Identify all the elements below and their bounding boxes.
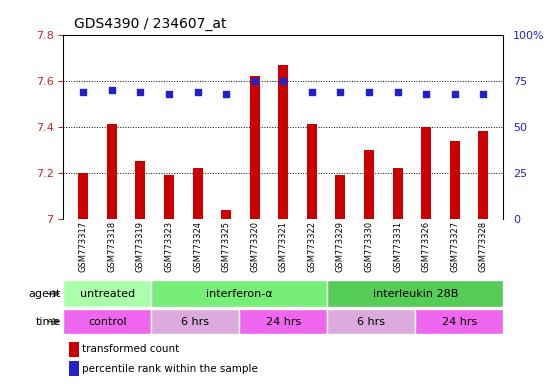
Point <box>107 87 116 93</box>
Point <box>193 89 202 95</box>
Text: agent: agent <box>28 289 60 299</box>
Text: GSM773327: GSM773327 <box>450 221 459 272</box>
Text: 24 hrs: 24 hrs <box>442 316 477 327</box>
Bar <box>151 280 327 307</box>
Text: GSM773321: GSM773321 <box>279 221 288 271</box>
Bar <box>239 309 327 334</box>
Text: GSM773325: GSM773325 <box>222 221 230 271</box>
Point <box>422 91 431 97</box>
Point <box>307 89 316 95</box>
Text: 6 hrs: 6 hrs <box>182 316 209 327</box>
Bar <box>478 131 488 219</box>
Text: GSM773319: GSM773319 <box>136 221 145 271</box>
Bar <box>415 309 503 334</box>
Point <box>79 89 87 95</box>
Point <box>279 78 288 84</box>
Bar <box>63 280 151 307</box>
Text: GSM773326: GSM773326 <box>422 221 431 272</box>
Point <box>479 91 488 97</box>
Text: interleukin 28B: interleukin 28B <box>372 289 458 299</box>
Text: percentile rank within the sample: percentile rank within the sample <box>82 364 258 374</box>
Bar <box>421 127 431 219</box>
Bar <box>135 161 145 219</box>
Bar <box>107 124 117 219</box>
Text: GDS4390 / 234607_at: GDS4390 / 234607_at <box>74 17 227 31</box>
Bar <box>151 309 239 334</box>
Text: GSM773324: GSM773324 <box>193 221 202 271</box>
Point <box>136 89 145 95</box>
Text: GSM773322: GSM773322 <box>307 221 316 271</box>
Text: control: control <box>88 316 126 327</box>
Bar <box>63 309 151 334</box>
Text: time: time <box>35 316 60 327</box>
Text: 6 hrs: 6 hrs <box>358 316 385 327</box>
Bar <box>393 168 403 219</box>
Text: untreated: untreated <box>80 289 135 299</box>
Text: 24 hrs: 24 hrs <box>266 316 301 327</box>
Text: interferon-α: interferon-α <box>206 289 273 299</box>
Bar <box>221 210 231 219</box>
Point <box>365 89 373 95</box>
Text: GSM773317: GSM773317 <box>79 221 88 272</box>
Bar <box>78 173 88 219</box>
Text: GSM773328: GSM773328 <box>478 221 488 272</box>
Point <box>164 91 173 97</box>
Text: GSM773330: GSM773330 <box>365 221 373 272</box>
Text: GSM773329: GSM773329 <box>336 221 345 271</box>
Point <box>250 78 259 84</box>
Point <box>450 91 459 97</box>
Text: GSM773331: GSM773331 <box>393 221 402 272</box>
Text: GSM773323: GSM773323 <box>164 221 173 272</box>
Point <box>336 89 345 95</box>
Point <box>393 89 402 95</box>
Text: GSM773318: GSM773318 <box>107 221 116 272</box>
Bar <box>336 175 345 219</box>
Point <box>222 91 230 97</box>
Bar <box>327 309 415 334</box>
Bar <box>192 168 202 219</box>
Bar <box>250 76 260 219</box>
Text: transformed count: transformed count <box>82 344 180 354</box>
Bar <box>450 141 460 219</box>
Bar <box>278 65 288 219</box>
Text: GSM773320: GSM773320 <box>250 221 259 271</box>
Bar <box>307 124 317 219</box>
Bar <box>364 150 374 219</box>
Bar <box>164 175 174 219</box>
Bar <box>327 280 503 307</box>
